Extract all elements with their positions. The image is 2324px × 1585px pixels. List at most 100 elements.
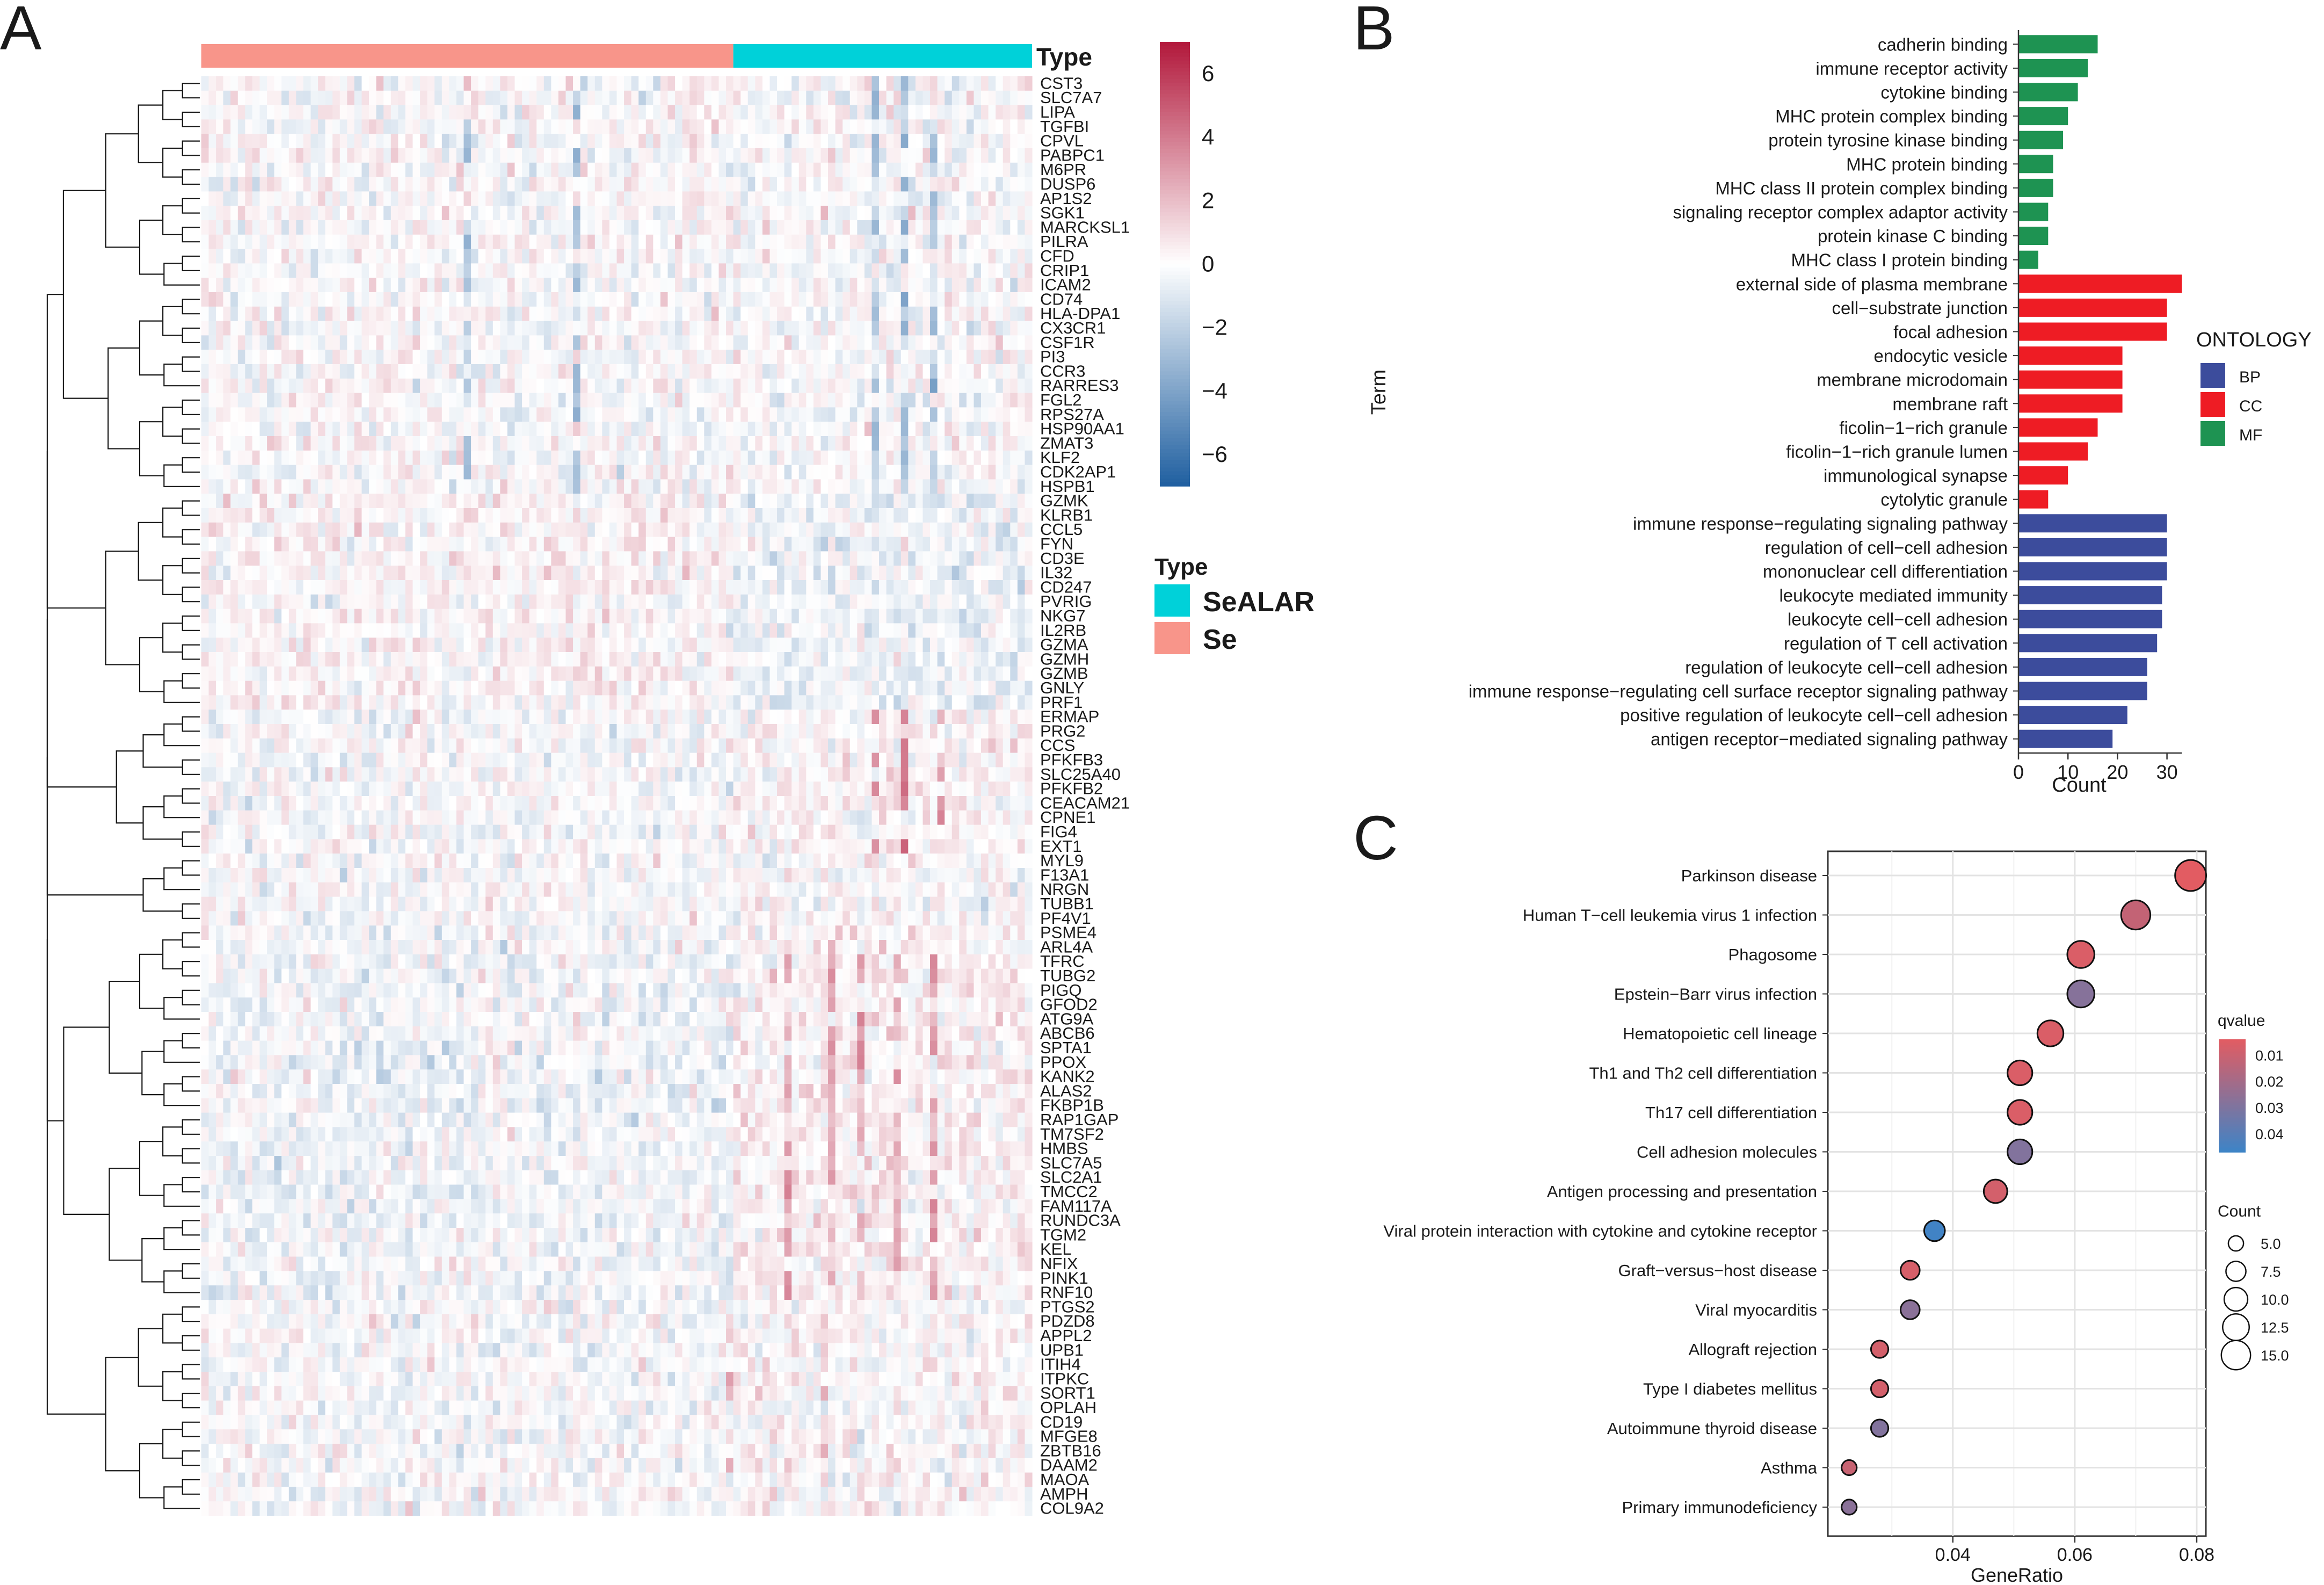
heatmap-cell [988, 90, 996, 106]
heatmap-cell [638, 335, 647, 350]
heatmap-cell [201, 594, 209, 610]
heatmap-cell [988, 594, 996, 610]
heatmap-cell [237, 378, 246, 394]
heatmap-cell [208, 566, 216, 581]
heatmap-cell [974, 537, 982, 552]
heatmap-cell [412, 594, 420, 610]
heatmap-cell [1003, 206, 1011, 221]
heatmap-cell [740, 479, 749, 494]
heatmap-cell [857, 278, 865, 293]
heatmap-cell [733, 623, 741, 638]
heatmap-cell [573, 494, 581, 509]
heatmap-cell [843, 494, 851, 509]
heatmap-cell [769, 551, 778, 566]
heatmap-cell [405, 191, 413, 206]
dendrogram-branch [108, 1168, 142, 1261]
heatmap-cell [769, 638, 778, 653]
heatmap-cell [988, 119, 996, 134]
heatmap-cell [449, 666, 457, 682]
heatmap-cell [879, 580, 887, 595]
heatmap-cell [208, 450, 216, 466]
heatmap-cell [857, 566, 865, 581]
heatmap-cell [660, 566, 669, 581]
heatmap-cell [1003, 278, 1011, 293]
heatmap-cell [937, 220, 945, 235]
heatmap-cell [864, 278, 873, 293]
heatmap-cell [558, 234, 567, 250]
heatmap-cell [638, 350, 647, 365]
heatmap-cell [456, 508, 464, 523]
heatmap-cell [900, 90, 909, 106]
heatmap-cell [806, 537, 814, 552]
heatmap-cell [864, 666, 873, 682]
dendrogram-branch [162, 205, 183, 235]
heatmap-cell [660, 450, 669, 466]
heatmap-cell [675, 119, 683, 134]
heatmap-cell [602, 378, 610, 394]
heatmap-cell [492, 306, 500, 322]
heatmap-cell [296, 537, 304, 552]
heatmap-cell [383, 494, 391, 509]
heatmap-cell [726, 393, 734, 408]
heatmap-cell [383, 407, 391, 422]
heatmap-cell [259, 623, 267, 638]
heatmap-cell [930, 321, 938, 336]
heatmap-cell [529, 465, 537, 480]
heatmap-cell [449, 249, 457, 264]
dendrogram-branch [181, 356, 200, 372]
heatmap-cell [463, 666, 471, 682]
heatmap-cell [303, 292, 311, 307]
heatmap-cell [966, 638, 975, 653]
heatmap-cell [573, 105, 581, 120]
heatmap-cell [565, 321, 573, 336]
heatmap-cell [325, 177, 333, 192]
heatmap-cell [1010, 350, 1018, 365]
heatmap-cell [900, 162, 909, 178]
heatmap-cell [507, 90, 515, 106]
heatmap-cell [507, 278, 515, 293]
heatmap-cell [798, 162, 807, 178]
heatmap-cell [376, 249, 384, 264]
heatmap-cell [216, 407, 224, 422]
heatmap-cell [857, 378, 865, 394]
heatmap-cell [667, 494, 676, 509]
heatmap-cell [216, 249, 224, 264]
heatmap-cell [660, 119, 669, 134]
heatmap-cell [835, 378, 843, 394]
heatmap-cell [609, 134, 618, 149]
heatmap-cell [988, 335, 996, 350]
heatmap-cell [354, 465, 362, 480]
heatmap-cell [843, 566, 851, 581]
heatmap-cell [369, 162, 377, 178]
heatmap-cell [274, 580, 282, 595]
heatmap-cell [332, 234, 340, 250]
heatmap-cell [900, 134, 909, 149]
heatmap-cell [587, 594, 595, 610]
heatmap-cell [551, 206, 559, 221]
heatmap-cell [427, 364, 435, 379]
heatmap-cell [529, 321, 537, 336]
heatmap-cell [937, 508, 945, 523]
heatmap-cell [996, 479, 1004, 494]
heatmap-cell [828, 76, 836, 91]
heatmap-cell [245, 177, 253, 192]
heatmap-cell [835, 162, 843, 178]
heatmap-cell [747, 105, 756, 120]
heatmap-cell [230, 494, 238, 509]
heatmap-cell [718, 666, 727, 682]
heatmap-cell [952, 609, 960, 624]
heatmap-cell [354, 90, 362, 106]
heatmap-cell [820, 594, 829, 610]
heatmap-cell [740, 465, 749, 480]
heatmap-cell [288, 234, 297, 250]
heatmap-cell [631, 537, 639, 552]
heatmap-cell [886, 292, 894, 307]
heatmap-cell [288, 321, 297, 336]
heatmap-cell [813, 148, 822, 163]
heatmap-cell [318, 422, 326, 437]
heatmap-cell [441, 566, 449, 581]
heatmap-cell [653, 105, 661, 120]
heatmap-cell [1010, 594, 1018, 610]
heatmap-cell [747, 566, 756, 581]
heatmap-cell [536, 321, 544, 336]
